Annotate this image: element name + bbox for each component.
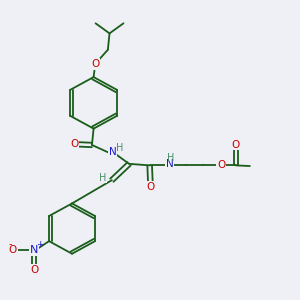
Text: H: H xyxy=(116,143,124,153)
Text: O: O xyxy=(217,160,225,170)
Text: +: + xyxy=(36,240,44,249)
Text: O: O xyxy=(91,59,99,69)
Text: O: O xyxy=(30,265,38,275)
Text: -: - xyxy=(8,239,12,249)
Text: H: H xyxy=(167,152,174,163)
Text: O: O xyxy=(9,245,17,255)
Text: N: N xyxy=(30,245,38,255)
Text: H: H xyxy=(99,173,106,183)
Text: N: N xyxy=(109,147,116,157)
Text: N: N xyxy=(166,159,173,169)
Text: O: O xyxy=(232,140,240,150)
Text: O: O xyxy=(70,139,78,149)
Text: O: O xyxy=(147,182,155,192)
